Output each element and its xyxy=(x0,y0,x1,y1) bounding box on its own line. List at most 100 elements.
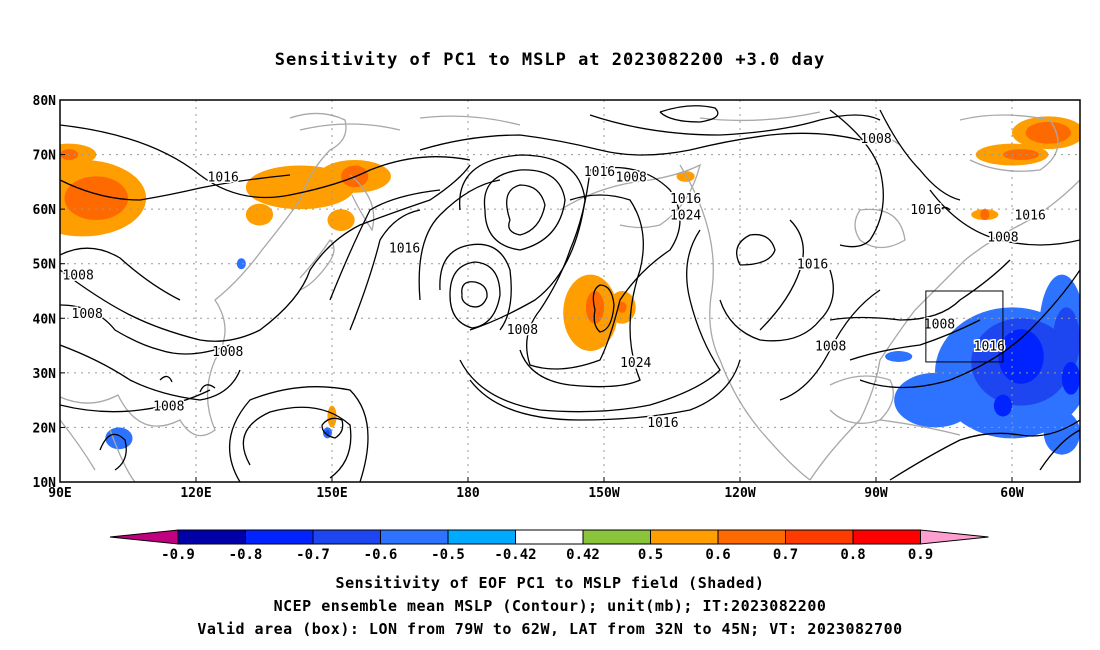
shading-region xyxy=(1052,307,1080,373)
lat-tick-label: 80N xyxy=(33,94,57,109)
contour-label: 1008 xyxy=(860,132,891,147)
lon-tick-label: 90E xyxy=(48,486,71,501)
contour-label: 1016 xyxy=(389,241,420,256)
contour-label: 1008 xyxy=(507,323,538,338)
coastline-north-america-west xyxy=(679,164,811,481)
contour-line xyxy=(759,219,804,331)
contour-line xyxy=(99,433,127,471)
contour-line xyxy=(519,194,644,388)
shading-region xyxy=(1043,411,1080,455)
lon-tick-label: 120W xyxy=(724,486,755,501)
contour-label: 1016 xyxy=(797,258,828,273)
lon-tick-label: 150E xyxy=(316,486,347,501)
coastline-india-se-asia xyxy=(60,419,136,482)
shading-region xyxy=(1025,121,1071,144)
contour-label: 1008 xyxy=(924,318,955,333)
lon-tick-label: 90W xyxy=(864,486,888,501)
shading-region xyxy=(236,258,246,270)
contour-line xyxy=(60,124,471,199)
contour-line xyxy=(419,132,861,156)
shading-region xyxy=(998,329,1044,384)
contour-line xyxy=(506,184,546,236)
lon-tick-label: 180 xyxy=(456,486,480,501)
map-frame xyxy=(59,99,1081,483)
contour-line xyxy=(228,386,369,482)
colorbar-label: 0.42 xyxy=(566,547,600,563)
contour-label: 1016 xyxy=(974,340,1005,355)
contour-label: 1016 xyxy=(647,416,678,431)
contour-line xyxy=(659,105,719,123)
caption-line-2: NCEP ensemble mean MSLP (Contour); unit(… xyxy=(273,597,827,615)
contour-label: 1008 xyxy=(815,340,846,355)
colorbar-label: 0.7 xyxy=(773,547,798,563)
contour-line xyxy=(349,209,421,331)
contour-line xyxy=(1039,429,1080,471)
colorbar-label: 0.5 xyxy=(638,547,663,563)
colorbar-label: -0.7 xyxy=(296,547,330,563)
lat-lon-grid xyxy=(60,100,1080,482)
colorbar-high-triangle xyxy=(920,529,989,545)
contour-line xyxy=(859,269,1080,389)
colorbar-swatch xyxy=(245,529,314,545)
shading-region xyxy=(885,351,913,362)
colorbar-label: 0.9 xyxy=(908,547,933,563)
contour-label: 1008 xyxy=(62,269,93,284)
contour-line xyxy=(60,247,181,301)
contour-line xyxy=(60,344,241,401)
colorbar-swatch xyxy=(515,529,584,545)
contour-line xyxy=(60,389,211,413)
shading-region xyxy=(60,149,79,161)
colorbar-label: -0.42 xyxy=(494,547,536,563)
coastline-gulf-mexico xyxy=(829,375,894,424)
lon-tick-label: 150W xyxy=(588,486,619,501)
coastline-kamchatka xyxy=(349,174,375,232)
colorbar-swatch xyxy=(852,529,921,545)
colorbar: -0.9 -0.8 -0.7 -0.6 -0.5 -0.42 0.42 0.5 0.6 0.7 0.… xyxy=(109,529,989,563)
contour-label: 1008 xyxy=(212,345,243,360)
contour-label: 1008 xyxy=(72,307,103,322)
contour-label: 1008 xyxy=(153,400,184,415)
colorbar-swatch xyxy=(785,529,854,545)
lon-tick-label: 120E xyxy=(180,486,211,501)
contour-line xyxy=(60,174,291,201)
contour-line xyxy=(939,206,951,211)
shading-region xyxy=(327,209,355,231)
colorbar-label: 0.8 xyxy=(840,547,865,563)
contour-label: 1016 xyxy=(910,203,941,218)
contour-line xyxy=(719,269,834,342)
contour-label: 1016 xyxy=(670,192,701,207)
contour-line xyxy=(483,169,566,251)
contour-label: 1016 xyxy=(208,170,239,185)
contour-line xyxy=(879,109,961,201)
coastline-north-america-east xyxy=(809,179,1080,481)
contour-line xyxy=(439,243,512,331)
lat-tick-label: 40N xyxy=(33,312,57,327)
contour-label: 1016 xyxy=(1014,209,1045,224)
contour-line xyxy=(60,304,231,355)
caption-line-3: Valid area (box): LON from 79W to 62W, L… xyxy=(197,620,903,638)
lat-tick-label: 20N xyxy=(33,421,57,436)
coastline-hudson-bay xyxy=(854,208,906,249)
contour-labels: 1016 1016 1008 1008 1016 1024 1016 1016 1008 1016… xyxy=(61,131,1047,433)
shading-region xyxy=(1061,361,1080,395)
valid-area-box xyxy=(925,290,1004,363)
mslp-contours xyxy=(60,105,1080,482)
lat-tick-label: 30N xyxy=(33,367,57,382)
shading-region xyxy=(676,170,695,182)
colorbar-swatch xyxy=(312,529,381,545)
contour-line xyxy=(929,189,1080,246)
contour-line xyxy=(829,259,1011,321)
contour-line xyxy=(418,179,501,301)
shading-region xyxy=(105,427,133,450)
coastline-caribbean xyxy=(879,419,961,436)
colorbar-swatch xyxy=(177,529,246,545)
coastlines xyxy=(60,111,1080,482)
contour-line xyxy=(736,233,776,266)
contour-line xyxy=(849,319,981,361)
contour-label: 1024 xyxy=(670,209,701,224)
contour-label: 1008 xyxy=(987,230,1018,245)
shading-region xyxy=(617,301,627,313)
contour-line xyxy=(321,417,344,439)
contour-line xyxy=(592,284,615,333)
colorbar-label: -0.6 xyxy=(364,547,398,563)
